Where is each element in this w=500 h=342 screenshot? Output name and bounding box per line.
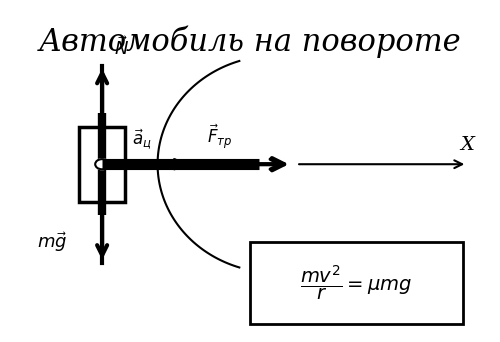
Text: Автомобиль на повороте: Автомобиль на повороте [38,25,462,58]
Text: $\vec{a}_ц$: $\vec{a}_ц$ [132,127,151,150]
Bar [250,242,462,324]
Text: $m\vec{g}$: $m\vec{g}$ [38,230,68,254]
Circle shape [95,159,109,169]
Text: $\vec{F}_{тр}$: $\vec{F}_{тр}$ [208,122,233,150]
Text: $\dfrac{mv^2}{r} = \mu mg$: $\dfrac{mv^2}{r} = \mu mg$ [300,263,412,302]
Bar [79,127,125,201]
Text: X: X [460,136,474,154]
Text: $\vec{N}$: $\vec{N}$ [114,36,128,59]
